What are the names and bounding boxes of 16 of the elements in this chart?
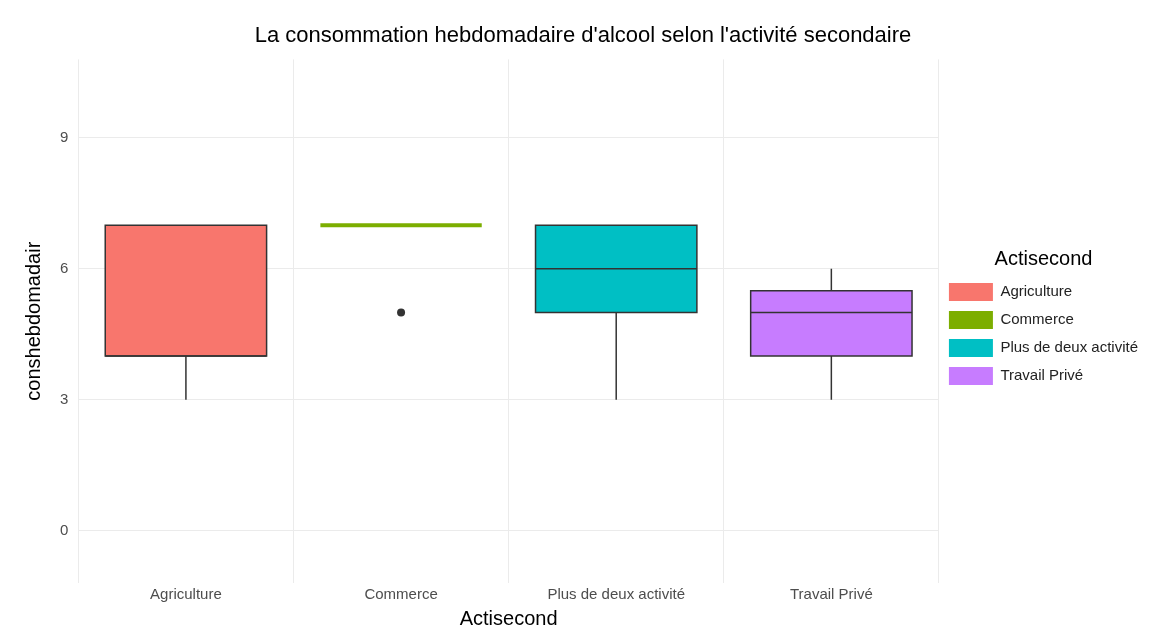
legend-label: Agriculture <box>1000 282 1073 300</box>
x-tick-label: Travail Privé <box>789 585 873 603</box>
y-tick-label: 0 <box>60 520 69 538</box>
x-tick-label: Agriculture <box>150 585 222 603</box>
legend-label: Plus de deux activité <box>1000 338 1138 356</box>
y-tick-label: 9 <box>60 128 69 146</box>
x-tick-label: Commerce <box>364 585 438 603</box>
chart-title: La consommation hebdomadaire d'alcool selon l'activité secondaire <box>254 22 912 48</box>
legend-label: Commerce <box>1000 310 1074 328</box>
x-axis-title: Actisecond <box>459 606 558 629</box>
y-axis-title: conshebdomadair <box>21 241 44 401</box>
x-tick-label: Plus de deux activité <box>547 585 685 603</box>
legend-label: Travail Privé <box>1000 366 1084 384</box>
y-tick-label: 3 <box>60 389 69 407</box>
y-tick-label: 6 <box>60 258 69 276</box>
legend-title: Actisecond <box>994 246 1093 269</box>
